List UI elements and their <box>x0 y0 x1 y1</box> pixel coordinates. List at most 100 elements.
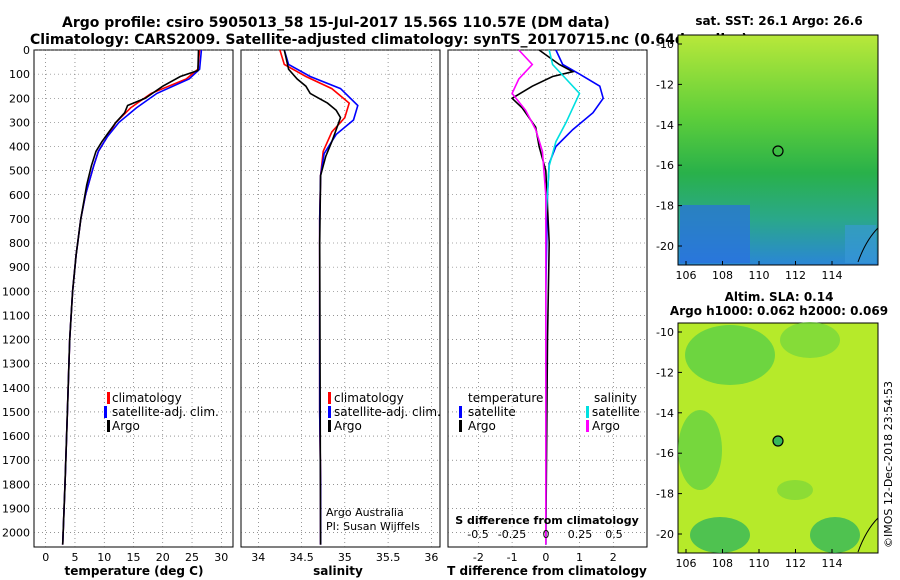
lon-tick-label: 112 <box>785 557 806 570</box>
depth-tick-label: 500 <box>9 165 30 178</box>
legend-label: Argo <box>112 419 140 433</box>
lon-tick-label: 114 <box>822 269 843 282</box>
lat-tick-label: -16 <box>656 159 674 172</box>
difference-panel <box>447 49 648 548</box>
legend-label: climatology <box>334 391 404 405</box>
s-tick-label: 0.5 <box>605 528 623 541</box>
header-line2: Climatology: CARS2009. Satellite-adjuste… <box>30 32 748 48</box>
x-tick-label: 34 <box>251 551 265 564</box>
lat-tick-label: -12 <box>656 366 674 379</box>
x-tick-label: 1 <box>576 551 583 564</box>
map-bottom-title1: Altim. SLA: 0.14 <box>725 290 834 304</box>
credit-vertical: ©IMOS 12-Dec-2018 23:54:53 <box>882 381 895 548</box>
lon-tick-label: 108 <box>712 269 733 282</box>
depth-tick-label: 1600 <box>2 430 30 443</box>
x-tick-label: 0 <box>42 551 49 564</box>
legend-label: Argo <box>592 419 620 433</box>
legend-swatch-s-argo <box>586 420 589 432</box>
difference-legend: temperature salinity satellite Argo sate… <box>459 391 640 433</box>
sst-map <box>677 34 879 266</box>
depth-tick-label: 1200 <box>2 334 30 347</box>
depth-tick-label: 900 <box>9 261 30 274</box>
series-line-satellite-adj-clim- <box>61 49 203 545</box>
legend-swatch-s-satellite <box>586 406 589 418</box>
lat-tick-label: -18 <box>656 488 674 501</box>
header-line1: Argo profile: csiro 5905013_58 15-Jul-20… <box>62 15 610 31</box>
series-line-climatology <box>61 49 201 545</box>
coastline <box>857 517 879 553</box>
lat-tick-label: -18 <box>656 200 674 213</box>
depth-tick-label: 1900 <box>2 502 30 515</box>
series-line-t-argo <box>510 49 576 545</box>
salinity-xlabel: salinity <box>313 564 363 578</box>
lon-tick-label: 110 <box>749 269 770 282</box>
lon-tick-label: 108 <box>712 557 733 570</box>
sla-low-patch <box>685 325 775 385</box>
legend-label: satellite-adj. clim. <box>112 405 219 419</box>
map-top-title: sat. SST: 26.1 Argo: 26.6 <box>695 14 862 28</box>
depth-tick-label: 1000 <box>2 285 30 298</box>
x-tick-label: 35.5 <box>376 551 401 564</box>
legend-label: satellite <box>592 405 640 419</box>
lat-tick-label: -14 <box>656 119 674 132</box>
difference-xlabel: T difference from climatology <box>447 564 647 578</box>
sla-low-patch <box>678 410 722 490</box>
sla-low-patch <box>810 517 860 553</box>
sla-low-patch <box>690 517 750 553</box>
depth-tick-label: 200 <box>9 92 30 105</box>
legend-swatch-argo <box>107 420 110 432</box>
lon-tick-label: 114 <box>822 557 843 570</box>
lat-tick-label: -10 <box>656 326 674 339</box>
x-tick-label: -2 <box>473 551 484 564</box>
x-axis-ticks: 0 5 10 15 20 25 30 34 34.5 35 35.5 36 -2 -1 0 1 2 <box>42 551 617 564</box>
depth-tick-label: 600 <box>9 189 30 202</box>
legend-swatch-climatology <box>328 392 331 404</box>
series-line-s-argo <box>511 49 547 545</box>
series-line-t-satellite <box>544 49 605 545</box>
lat-tick-label: -10 <box>656 38 674 51</box>
depth-tick-label: 1500 <box>2 406 30 419</box>
x-tick-label: 0 <box>542 551 549 564</box>
s-tick-label: -0.25 <box>498 528 526 541</box>
s-difference-ticks: -0.5 -0.25 0 0.25 0.5 <box>467 528 622 541</box>
legend-title: salinity <box>594 391 637 405</box>
sla-map <box>677 322 879 554</box>
lat-tick-label: -14 <box>656 407 674 420</box>
depth-tick-label: 700 <box>9 213 30 226</box>
depth-tick-label: 1400 <box>2 382 30 395</box>
lat-tick-label: -12 <box>656 78 674 91</box>
sst-cool-patch <box>680 205 750 263</box>
lon-tick-label: 106 <box>676 557 697 570</box>
legend-swatch-satellite <box>328 406 331 418</box>
legend-swatch-argo <box>328 420 331 432</box>
x-tick-label: 30 <box>214 551 228 564</box>
depth-tick-label: 2000 <box>2 527 30 540</box>
x-tick-label: 2 <box>610 551 617 564</box>
x-tick-label: 5 <box>71 551 78 564</box>
series-line-s-satellite <box>544 49 581 545</box>
legend-label: satellite <box>468 405 516 419</box>
sla-low-patch <box>777 480 813 500</box>
s-tick-label: -0.5 <box>467 528 488 541</box>
argo-location-marker <box>772 435 784 447</box>
depth-tick-label: 0 <box>23 44 30 57</box>
depth-tick-label: 400 <box>9 141 30 154</box>
s-difference-label: S difference from climatology <box>455 514 639 527</box>
legend-swatch-climatology <box>107 392 110 404</box>
x-tick-label: 34.5 <box>289 551 314 564</box>
x-tick-label: 15 <box>127 551 141 564</box>
x-tick-label: 36 <box>424 551 438 564</box>
credit-line2: PI: Susan Wijffels <box>326 520 420 533</box>
legend-label: Argo <box>468 419 496 433</box>
grid-layer <box>34 49 647 547</box>
depth-tick-label: 1700 <box>2 454 30 467</box>
lon-tick-label: 112 <box>785 269 806 282</box>
salinity-legend: climatology satellite-adj. clim. Argo Ar… <box>326 391 441 533</box>
legend-label: satellite-adj. clim. <box>334 405 441 419</box>
x-tick-label: -1 <box>507 551 518 564</box>
s-tick-label: 0.25 <box>568 528 593 541</box>
sla-low-patch <box>780 322 840 358</box>
map-bottom-title2: Argo h1000: 0.062 h2000: 0.069 <box>670 304 888 318</box>
argo-location-marker <box>772 145 784 157</box>
